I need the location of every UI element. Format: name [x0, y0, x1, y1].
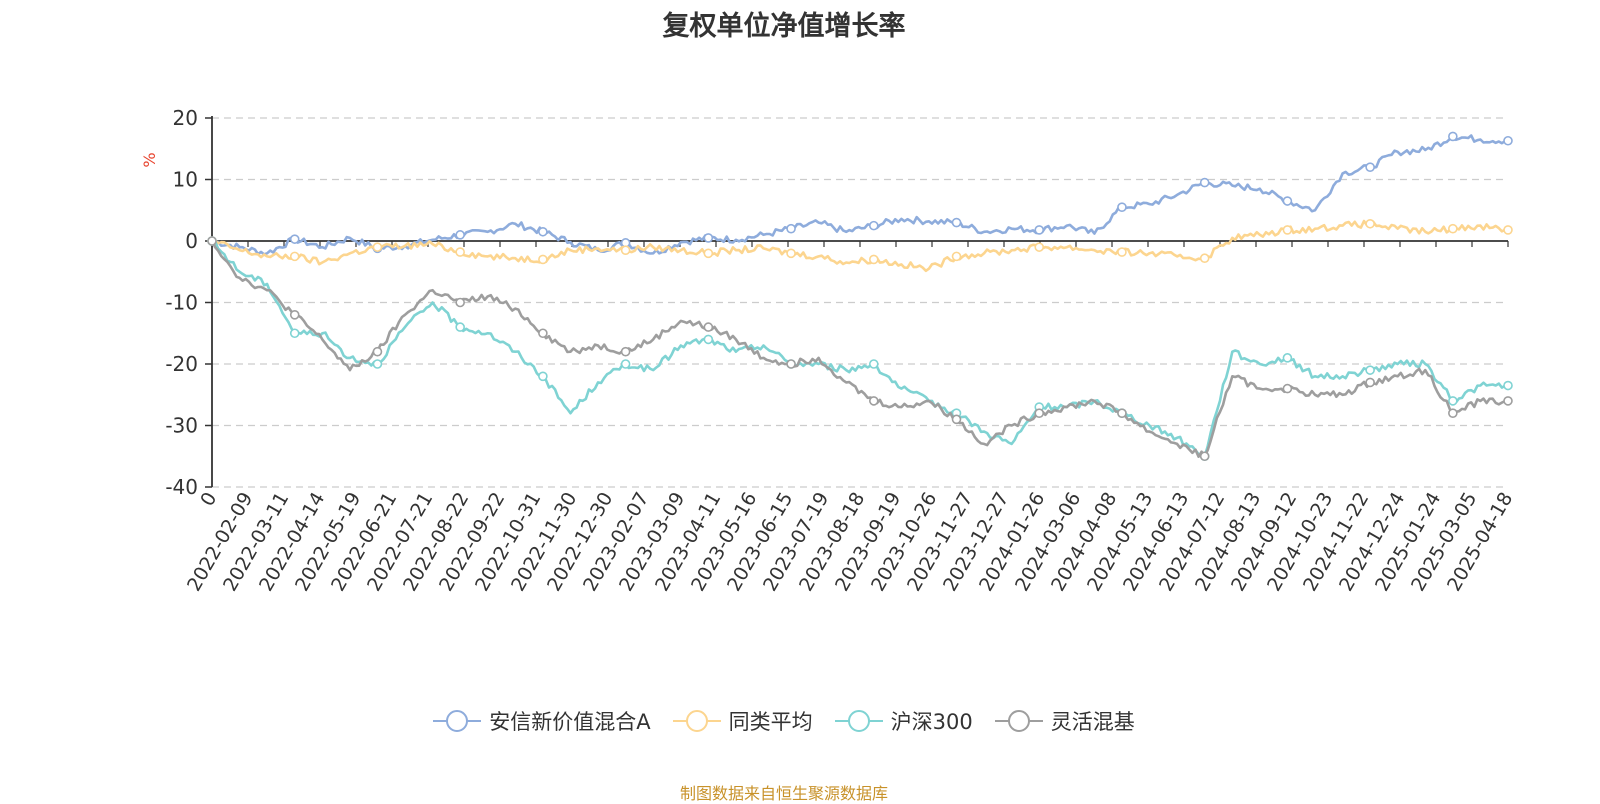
y-tick-label: -20: [165, 352, 198, 376]
data-point: [538, 254, 548, 265]
series-line: [210, 240, 1509, 459]
data-point: [786, 359, 796, 369]
legend-marker-icon: [672, 710, 721, 732]
y-tick-label: -10: [165, 291, 198, 315]
y-tick-label: -30: [165, 414, 198, 438]
legend-item[interactable]: 灵活混基: [994, 706, 1135, 736]
data-point: [538, 371, 548, 382]
source-note: 制图数据来自恒生聚源数据库: [679, 784, 888, 803]
data-point: [1117, 247, 1127, 257]
data-point: [289, 309, 300, 320]
legend: 安信新价值混合A 同类平均 沪深300 灵活混基: [0, 706, 1568, 736]
data-point: [868, 220, 879, 231]
data-point: [620, 359, 631, 369]
legend-label: 灵活混基: [1050, 710, 1135, 734]
data-point: [868, 254, 879, 265]
data-point: [951, 251, 962, 262]
data-point: [372, 346, 383, 357]
data-point: [1034, 408, 1045, 419]
series-line: [211, 239, 1509, 458]
data-point: [289, 328, 300, 339]
data-point: [1365, 365, 1375, 375]
grid-lines: [212, 117, 1508, 488]
data-point: [207, 236, 217, 246]
data-point: [1365, 218, 1375, 229]
y-axis-label: %: [140, 152, 159, 167]
data-point: [868, 396, 879, 406]
data-point: [1282, 225, 1293, 235]
legend-item[interactable]: 安信新价值混合A: [433, 706, 651, 736]
data-point: [1282, 353, 1293, 363]
line-chart: -40-30-20-1001020%02022-02-092022-03-112…: [140, 106, 1517, 595]
axes: [205, 116, 1509, 488]
data-point: [1365, 377, 1375, 388]
data-point: [1282, 196, 1293, 206]
data-point: [703, 248, 714, 259]
data-point: [1448, 131, 1458, 142]
y-tick-label: -40: [165, 475, 198, 499]
data-point: [372, 359, 383, 369]
data-point: [1365, 162, 1375, 172]
y-tick-label: 10: [173, 168, 198, 192]
data-point: [868, 359, 879, 369]
series-lines: [207, 131, 1513, 462]
chart-title: 复权单位净值增长率: [662, 11, 906, 42]
y-tick-label: 20: [173, 106, 198, 130]
data-point: [455, 230, 465, 240]
data-point: [786, 223, 796, 234]
legend-label: 安信新价值混合A: [489, 710, 651, 734]
legend-item[interactable]: 同类平均: [672, 706, 813, 736]
data-point: [455, 247, 465, 257]
data-point: [538, 328, 548, 339]
x-tick-label: 0: [196, 489, 221, 510]
data-point: [289, 251, 300, 262]
data-point: [1199, 451, 1210, 462]
data-point: [1448, 396, 1458, 406]
series-line: [211, 134, 1509, 256]
data-point: [1503, 380, 1513, 391]
data-point: [703, 322, 714, 332]
legend-label: 沪深300: [890, 710, 973, 734]
data-point: [1199, 177, 1210, 188]
data-point: [1282, 383, 1293, 394]
legend-item[interactable]: 沪深300: [834, 706, 973, 736]
data-point: [1503, 396, 1513, 406]
data-point: [1117, 408, 1127, 419]
data-point: [703, 233, 714, 243]
data-point: [538, 226, 548, 237]
data-point: [372, 242, 383, 252]
data-point: [1503, 135, 1513, 146]
data-point: [620, 346, 631, 357]
y-tick-label: 0: [185, 229, 198, 253]
data-point: [703, 334, 714, 345]
data-point: [1117, 202, 1127, 212]
data-point: [786, 248, 796, 259]
data-point: [289, 234, 300, 244]
legend-marker-icon: [433, 710, 482, 732]
data-point: [1034, 242, 1045, 252]
legend-marker-icon: [834, 710, 883, 732]
data-point: [951, 414, 962, 425]
data-point: [1448, 223, 1458, 234]
data-point: [455, 297, 465, 308]
data-point: [455, 322, 465, 332]
data-point: [1034, 225, 1045, 235]
data-point: [1503, 225, 1513, 235]
data-point: [951, 217, 962, 228]
data-point: [620, 245, 631, 256]
data-point: [1199, 253, 1210, 264]
legend-marker-icon: [994, 710, 1043, 732]
legend-label: 同类平均: [728, 710, 813, 734]
data-point: [1448, 408, 1458, 419]
